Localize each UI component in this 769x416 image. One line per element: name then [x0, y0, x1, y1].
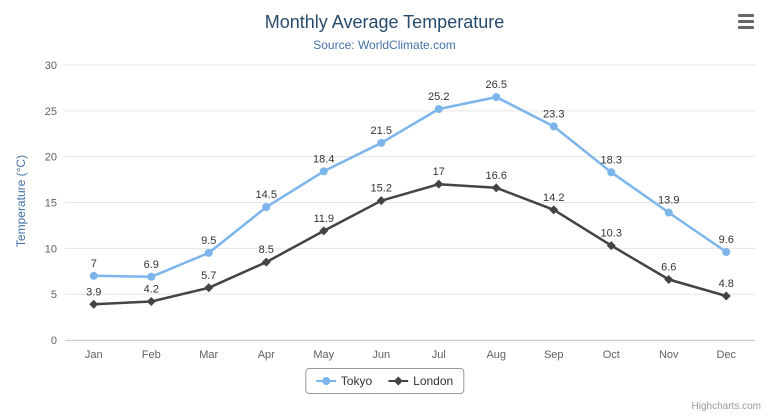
tokyo-data-label: 6.9 [144, 259, 159, 271]
tokyo-point-marker[interactable] [377, 138, 386, 147]
tokyo-data-label: 18.3 [601, 154, 622, 166]
london-point-marker[interactable] [549, 205, 559, 215]
tokyo-point-marker[interactable] [89, 271, 98, 280]
x-axis-tick-label: Jan [85, 349, 103, 361]
tokyo-point-marker[interactable] [434, 105, 443, 113]
london-series-line[interactable] [92, 182, 728, 306]
y-axis-tick-label: 0 [51, 335, 57, 347]
london-data-label: 17 [433, 166, 445, 178]
tokyo-point-marker[interactable] [664, 208, 673, 217]
x-axis-tick-label: Sep [544, 349, 564, 361]
london-point-marker[interactable] [606, 241, 616, 251]
tokyo-series-line[interactable] [92, 95, 728, 279]
y-axis-tick-label: 10 [45, 243, 57, 255]
london-point-marker[interactable] [146, 297, 156, 306]
tokyo-point-marker[interactable] [722, 248, 731, 256]
legend-item-tokyo[interactable]: Tokyo [315, 374, 373, 388]
london-point-marker[interactable] [491, 183, 501, 193]
tokyo-data-label: 7 [91, 258, 97, 270]
london-data-label: 16.6 [486, 170, 507, 182]
hamburger-bar [738, 13, 754, 17]
x-axis-tick-label: Aug [486, 349, 506, 361]
legend: Tokyo London [304, 368, 465, 394]
london-data-label: 4.8 [719, 278, 734, 290]
y-axis-tick-label: 15 [45, 198, 57, 210]
london-point-marker[interactable] [261, 257, 271, 267]
london-data-label: 5.7 [201, 270, 216, 282]
y-axis-tick-label: 5 [51, 289, 57, 301]
hamburger-menu-icon[interactable] [735, 12, 757, 30]
x-axis-tick-label: May [313, 349, 334, 361]
tokyo-point-marker[interactable] [319, 167, 328, 176]
x-axis-tick-label: Jul [432, 349, 446, 361]
london-data-label: 8.5 [259, 244, 274, 256]
london-data-label: 11.9 [313, 213, 334, 225]
london-legend-marker-icon [388, 376, 409, 386]
london-data-label: 10.3 [601, 228, 622, 240]
y-axis-tick-label: 20 [45, 152, 57, 164]
london-data-label: 6.6 [661, 262, 676, 274]
london-data-label: 15.2 [371, 183, 392, 195]
london-point-marker[interactable] [319, 226, 329, 236]
tokyo-data-label: 14.5 [256, 189, 277, 201]
tokyo-data-label: 26.5 [486, 79, 507, 91]
tokyo-data-label: 9.5 [201, 235, 216, 247]
legend-label-london: London [413, 374, 454, 388]
x-axis-tick-label: Feb [142, 349, 161, 361]
london-point-marker[interactable] [721, 291, 731, 301]
tokyo-data-label: 9.6 [719, 234, 734, 246]
legend-label-tokyo: Tokyo [340, 374, 373, 388]
credits-link[interactable]: Highcharts.com [691, 401, 761, 412]
london-data-label: 14.2 [543, 192, 564, 204]
london-point-marker[interactable] [204, 283, 214, 293]
tokyo-data-label: 23.3 [543, 108, 564, 120]
x-axis-tick-label: Oct [603, 349, 620, 361]
tokyo-data-label: 25.2 [428, 91, 449, 103]
tokyo-point-marker[interactable] [549, 122, 558, 131]
x-axis-tick-label: Apr [258, 349, 275, 361]
london-data-label: 4.2 [144, 284, 159, 296]
tokyo-point-marker[interactable] [204, 248, 213, 257]
tokyo-point-marker[interactable] [262, 203, 271, 212]
tokyo-point-marker[interactable] [492, 93, 501, 102]
hamburger-bar [738, 19, 754, 23]
y-axis-tick-label: 25 [45, 106, 57, 118]
x-axis-tick-label: Dec [716, 349, 736, 361]
tokyo-legend-marker-icon [315, 377, 336, 385]
london-point-marker[interactable] [434, 179, 444, 189]
chart-title: Monthly Average Temperature [264, 12, 505, 32]
tokyo-data-label: 21.5 [371, 125, 392, 137]
tokyo-point-marker[interactable] [147, 272, 156, 281]
chart-subtitle: Source: WorldClimate.com [313, 38, 456, 52]
london-point-marker[interactable] [376, 196, 386, 206]
x-axis-tick-label: Mar [199, 349, 218, 361]
london-point-marker[interactable] [664, 275, 674, 284]
x-axis-tick-label: Nov [659, 349, 679, 361]
tokyo-data-label: 18.4 [313, 153, 334, 165]
hamburger-bar [738, 25, 754, 29]
london-data-label: 3.9 [86, 286, 101, 298]
x-axis-tick-label: Jun [372, 349, 390, 361]
tokyo-point-marker[interactable] [607, 168, 616, 177]
legend-item-london[interactable]: London [388, 374, 453, 388]
tokyo-data-label: 13.9 [658, 195, 679, 207]
y-axis-tick-label: 30 [45, 60, 57, 72]
london-point-marker[interactable] [89, 299, 99, 309]
